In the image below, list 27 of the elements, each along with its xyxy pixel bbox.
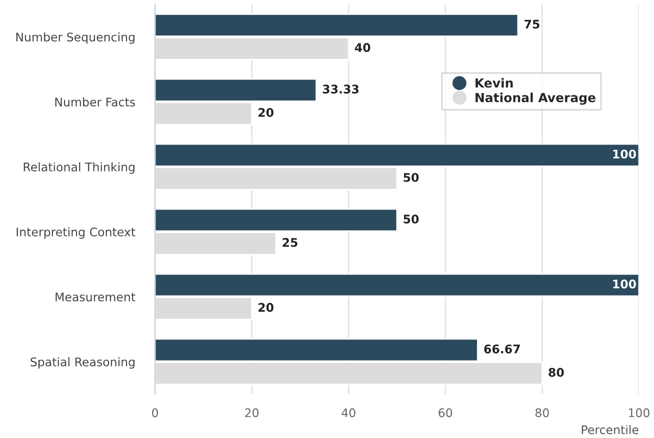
y-tick-label: Relational Thinking <box>24 162 134 174</box>
x-tick-label: 60 <box>438 408 452 418</box>
legend-label: Kevin <box>476 78 513 88</box>
x-tick-label: 40 <box>342 408 356 418</box>
data-label: 20 <box>258 108 274 117</box>
data-label: 50 <box>404 214 419 224</box>
data-label: 40 <box>354 43 370 52</box>
data-label: 50 <box>404 172 419 182</box>
data-label: 33.33 <box>322 84 359 94</box>
data-label: 80 <box>548 368 564 377</box>
x-tick-label: 80 <box>535 408 549 418</box>
x-axis-title: Percentile <box>582 425 638 434</box>
data-label: 100 <box>613 150 636 159</box>
x-tick-label: 0 <box>152 408 158 418</box>
data-label: 66.67 <box>484 344 520 354</box>
y-tick-label: Interpreting Context <box>16 227 136 239</box>
x-tick-label: 100 <box>628 408 650 418</box>
legend-label: National Average <box>476 92 596 105</box>
data-label: 20 <box>258 302 274 312</box>
data-label: 25 <box>282 238 298 247</box>
x-tick-label: 20 <box>245 408 259 418</box>
data-label: 100 <box>613 280 636 288</box>
y-tick-label: Number Facts <box>55 97 135 106</box>
y-tick-label: Measurement <box>56 292 136 302</box>
data-label: 75 <box>524 20 540 29</box>
y-tick-label: Number Sequencing <box>16 32 134 44</box>
y-tick-label: Spatial Reasoning <box>30 357 134 369</box>
